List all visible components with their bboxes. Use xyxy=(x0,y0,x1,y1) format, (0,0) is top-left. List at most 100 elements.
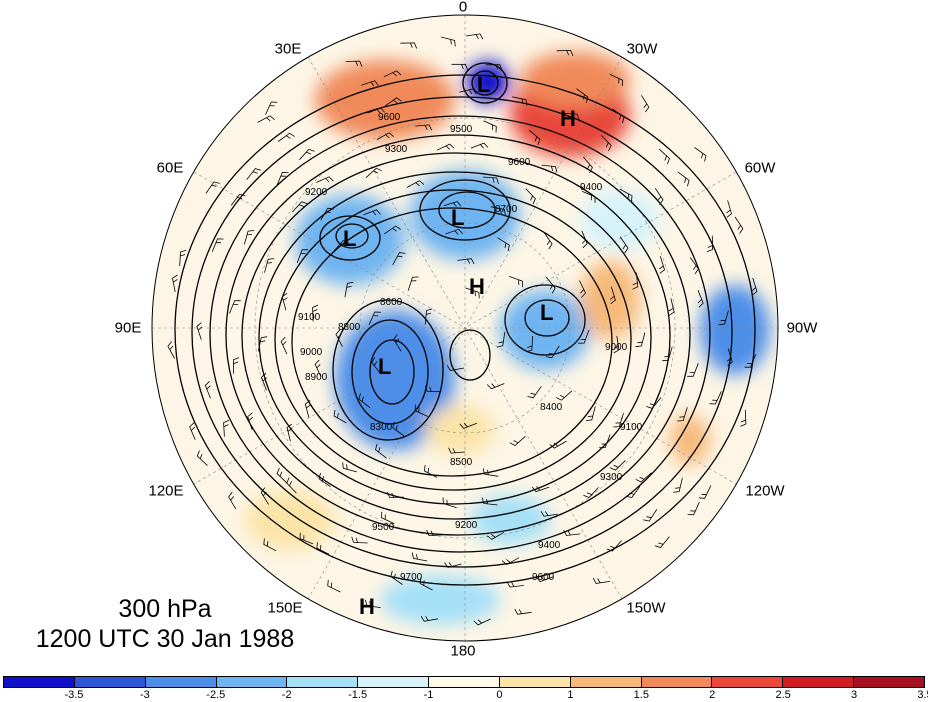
wind-barb xyxy=(420,615,439,622)
wind-barb xyxy=(694,147,707,162)
wind-barb xyxy=(706,235,714,253)
wind-barb xyxy=(392,252,406,266)
wind-barb xyxy=(662,346,673,362)
wind-barb xyxy=(613,335,620,354)
wind-barb xyxy=(451,63,468,71)
wind-barb xyxy=(333,410,347,424)
wind-barb xyxy=(709,391,722,405)
colorbar-box xyxy=(74,677,146,687)
wind-barb xyxy=(232,357,240,374)
wind-barb xyxy=(592,577,611,584)
wind-barb xyxy=(368,311,381,325)
wind-barb xyxy=(482,176,499,184)
wind-barb xyxy=(654,187,664,206)
wind-barb xyxy=(264,258,275,273)
wind-barb xyxy=(612,108,625,124)
wind-barb xyxy=(465,287,480,299)
wind-barb xyxy=(698,485,712,499)
colorbar-box xyxy=(145,677,217,687)
wind-barb xyxy=(751,277,758,296)
wind-barb xyxy=(546,276,556,294)
wind-barb xyxy=(734,216,744,234)
lon-label-90w: 90W xyxy=(786,319,818,337)
contour-label: 9300 xyxy=(385,144,408,155)
wind-barb xyxy=(345,60,363,67)
wind-barb xyxy=(440,36,456,47)
wind-barb xyxy=(375,443,387,459)
wind-barb xyxy=(424,464,438,478)
contour-label: 8800 xyxy=(338,322,361,333)
wind-barb xyxy=(419,577,433,591)
contour-label: 9200 xyxy=(455,520,478,531)
wind-barb xyxy=(344,281,354,298)
map-border xyxy=(151,14,779,642)
colorbar-box xyxy=(216,677,288,687)
wind-barb xyxy=(205,181,220,194)
lon-label-60w: 60W xyxy=(744,159,776,177)
wind-barb xyxy=(744,354,757,368)
pressure-level-caption: 300 hPa xyxy=(118,595,212,623)
wind-barb xyxy=(563,530,581,536)
contour-label: 9500 xyxy=(372,522,395,533)
wind-barb xyxy=(613,413,624,428)
wind-barb xyxy=(482,468,499,477)
wind-barb xyxy=(486,383,505,390)
wind-barb xyxy=(496,331,506,348)
wind-barb xyxy=(601,135,612,152)
wind-barb xyxy=(490,206,506,216)
wind-barb xyxy=(509,276,523,288)
wind-barb xyxy=(383,70,402,78)
wind-barb xyxy=(726,200,732,218)
wind-barb xyxy=(443,201,462,207)
wind-barb xyxy=(687,363,699,377)
wind-barb xyxy=(179,249,187,267)
wind-barb xyxy=(384,97,402,107)
lon-label-90e: 90E xyxy=(114,319,142,337)
contour-labels: 9600 9500 9600 9300 9200 9100 9000 8900 … xyxy=(298,112,643,583)
wind-barb xyxy=(545,345,560,359)
wind-barb xyxy=(578,329,590,344)
lon-label-150w: 150W xyxy=(626,599,666,617)
wind-barb xyxy=(625,486,641,499)
lon-label-0: 0 xyxy=(458,0,468,16)
wind-barb xyxy=(320,207,334,221)
contour-label: 9000 xyxy=(300,347,323,358)
wind-barb xyxy=(281,292,288,311)
wind-barb xyxy=(673,477,683,493)
wind-barbs xyxy=(167,33,758,626)
wind-barb xyxy=(619,188,633,202)
wind-barb xyxy=(501,557,520,565)
wind-barb xyxy=(526,335,533,353)
contour-label: 9600 xyxy=(532,572,555,583)
wind-barb xyxy=(459,88,477,95)
wind-barb xyxy=(407,276,419,291)
wind-barb xyxy=(506,581,524,588)
wind-barb xyxy=(540,510,558,517)
contour-label: 9000 xyxy=(605,342,628,353)
wind-barb xyxy=(599,434,611,449)
low-center-label: L xyxy=(378,354,391,379)
lon-label-150e: 150E xyxy=(267,599,303,617)
colorbar-box xyxy=(287,677,359,687)
wind-barb xyxy=(211,238,224,253)
wind-barb xyxy=(204,381,211,399)
wind-barb xyxy=(424,308,433,325)
colorbar-tick-label: -2.5 xyxy=(206,689,226,701)
wind-barb xyxy=(514,608,532,615)
contour-label: 8500 xyxy=(450,457,473,468)
high-center-label: H xyxy=(469,274,485,299)
wind-barb xyxy=(470,142,489,149)
wind-barb xyxy=(556,390,573,401)
colorbar-box xyxy=(783,677,855,687)
wind-barb xyxy=(444,562,462,568)
contour-label: 9600 xyxy=(508,157,531,168)
wind-barb xyxy=(280,336,288,355)
wind-barb xyxy=(632,272,639,290)
colorbar-tick-label: 0 xyxy=(496,689,503,701)
colorbar xyxy=(3,676,925,688)
wind-barb xyxy=(579,280,586,298)
wind-barb xyxy=(335,329,343,347)
wind-barb xyxy=(361,80,379,87)
wind-barb xyxy=(358,393,371,409)
